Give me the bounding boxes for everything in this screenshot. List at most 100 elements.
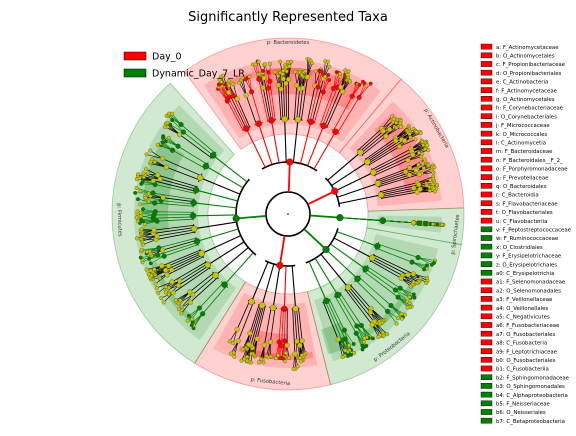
- genus-node: [155, 286, 159, 290]
- family-node: [285, 343, 290, 348]
- key-entry: a8: C_Fusobacteria: [496, 341, 547, 347]
- family-node: [169, 268, 174, 273]
- genus-node: [314, 69, 318, 73]
- key-swatch: [481, 114, 492, 119]
- family-node: [383, 134, 388, 139]
- genus-node: [363, 337, 367, 341]
- family-node: [155, 173, 160, 178]
- family-node: [187, 290, 192, 295]
- family-node: [164, 165, 169, 170]
- genus-node: [147, 257, 151, 261]
- genus-node: [274, 357, 278, 361]
- genus-node: [190, 317, 194, 321]
- key-entry: b1: C_Fusobacteriia: [496, 367, 549, 373]
- family-node: [151, 178, 156, 183]
- legend-label: Dynamic_Day_7_LR: [152, 69, 245, 80]
- genus-node: [228, 340, 232, 344]
- genus-node: [141, 243, 145, 247]
- genus-node: [146, 172, 150, 176]
- family-node: [411, 186, 416, 191]
- key-entry: y: F_Erysipelotrichaceae: [496, 254, 562, 260]
- family-node: [340, 89, 345, 94]
- genus-node: [227, 84, 231, 88]
- genus-node: [428, 189, 432, 193]
- genus-node: [432, 171, 436, 175]
- family-node: [354, 324, 359, 329]
- genus-node: [362, 340, 366, 344]
- genus-node: [425, 281, 429, 285]
- genus-node: [422, 268, 426, 272]
- class-node: [281, 306, 287, 312]
- genus-node: [284, 351, 288, 355]
- key-swatch: [481, 88, 492, 93]
- genus-node: [139, 256, 143, 260]
- genus-node: [170, 118, 174, 122]
- key-entry: a1: F_Selenomonadaceae: [496, 280, 566, 286]
- key-entry: o: F_Porphyromonadaceae: [496, 167, 568, 173]
- genus-node: [346, 73, 350, 77]
- family-node: [414, 168, 419, 173]
- family-node: [244, 93, 249, 98]
- family-node: [417, 172, 422, 177]
- clade-label: p: Firmicutes: [116, 203, 123, 237]
- genus-node: [177, 307, 181, 311]
- key-swatch: [481, 296, 492, 301]
- genus-node: [145, 268, 149, 272]
- family-node: [368, 310, 373, 315]
- genus-node: [392, 117, 396, 121]
- genus-node: [162, 301, 166, 305]
- family-node: [295, 339, 300, 344]
- family-node: [176, 283, 181, 288]
- genus-node: [156, 143, 160, 147]
- genus-node: [423, 158, 427, 162]
- key-swatch: [481, 70, 492, 75]
- genus-node: [150, 157, 154, 161]
- class-node: [374, 243, 380, 249]
- genus-node: [187, 314, 191, 318]
- class-node: [191, 200, 197, 206]
- key-swatch: [481, 244, 492, 249]
- genus-node: [440, 223, 444, 227]
- key-swatch: [481, 53, 492, 58]
- class-node: [190, 213, 196, 219]
- genus-node: [300, 73, 304, 77]
- family-node: [407, 173, 412, 178]
- family-node: [339, 85, 344, 90]
- genus-node: [139, 189, 143, 193]
- family-node: [389, 303, 394, 308]
- genus-node: [167, 293, 171, 297]
- family-node: [165, 273, 170, 278]
- genus-node: [139, 218, 143, 222]
- key-swatch: [481, 201, 492, 206]
- legend-label: Day_0: [152, 52, 182, 63]
- class-node: [321, 123, 327, 129]
- class-node: [199, 251, 205, 257]
- genus-node: [377, 335, 381, 339]
- key-swatch: [481, 235, 492, 240]
- genus-node: [399, 125, 403, 129]
- genus-node: [436, 223, 440, 227]
- genus-node: [400, 312, 404, 316]
- genus-node: [299, 360, 303, 364]
- genus-node: [170, 112, 174, 116]
- family-node: [316, 85, 321, 90]
- class-node: [193, 187, 199, 193]
- key-swatch: [481, 366, 492, 371]
- family-node: [423, 221, 428, 226]
- genus-node: [419, 155, 423, 159]
- key-entry: p: F_Prevotellaceae: [496, 175, 549, 181]
- branch: [310, 216, 340, 218]
- key-swatch: [481, 340, 492, 345]
- class-node: [203, 163, 209, 169]
- family-node: [286, 77, 291, 82]
- class-node: [293, 306, 299, 312]
- genus-node: [149, 269, 153, 273]
- genus-node: [352, 351, 356, 355]
- key-swatch: [481, 166, 492, 171]
- family-node: [235, 96, 240, 101]
- genus-node: [245, 355, 249, 359]
- key-entry: a4: O_Veillonellales: [496, 306, 548, 312]
- key-entry: t: O_Flavobacteriales: [496, 210, 553, 216]
- legend-swatch: [124, 52, 146, 60]
